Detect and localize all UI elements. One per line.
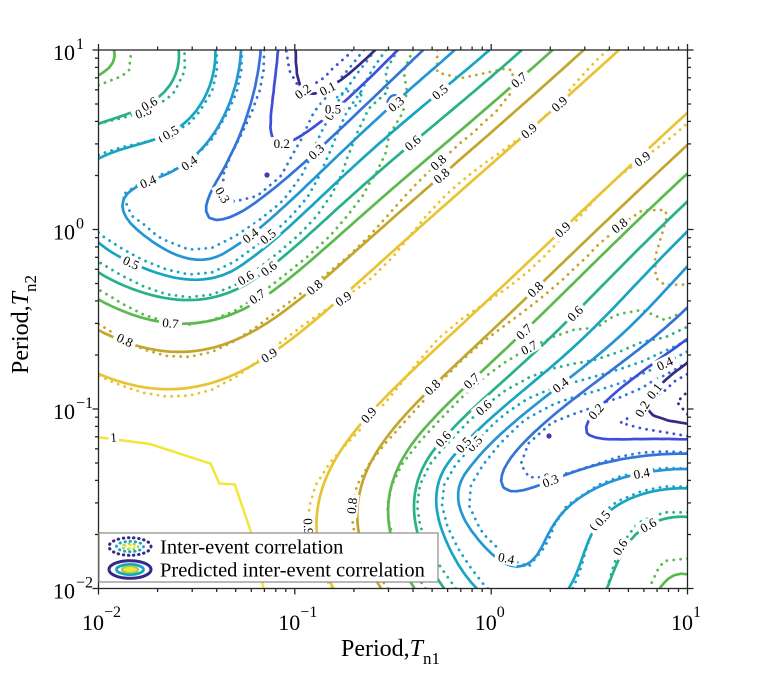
- svg-text:0.7: 0.7: [162, 315, 180, 331]
- svg-text:Predicted inter-event correlat: Predicted inter-event correlation: [160, 560, 425, 582]
- svg-text:0.5: 0.5: [325, 102, 341, 117]
- svg-text:0.7: 0.7: [518, 337, 540, 358]
- svg-text:−2: −2: [76, 575, 93, 592]
- svg-text:0.6: 0.6: [235, 267, 257, 289]
- svg-text:10: 10: [53, 399, 75, 424]
- svg-text:10: 10: [53, 579, 75, 604]
- svg-text:1: 1: [76, 36, 84, 53]
- svg-text:0.9: 0.9: [301, 518, 317, 535]
- svg-text:10: 10: [53, 220, 75, 245]
- svg-text:0.6: 0.6: [637, 514, 659, 535]
- svg-text:0.2: 0.2: [274, 136, 290, 151]
- svg-text:1: 1: [110, 430, 118, 445]
- svg-text:0.4: 0.4: [632, 464, 651, 482]
- svg-text:0.1: 0.1: [317, 78, 338, 99]
- svg-text:−1: −1: [76, 395, 93, 412]
- svg-text:Inter-event correlation: Inter-event correlation: [160, 537, 343, 559]
- svg-text:0.8: 0.8: [344, 497, 361, 515]
- svg-text:0.5: 0.5: [160, 122, 181, 143]
- svg-text:0.3: 0.3: [212, 184, 233, 206]
- svg-text:0.5: 0.5: [121, 252, 142, 272]
- svg-text:0.4: 0.4: [497, 549, 516, 567]
- svg-text:0.8: 0.8: [114, 330, 135, 351]
- svg-text:0.4: 0.4: [654, 353, 676, 374]
- svg-text:0.4: 0.4: [138, 171, 159, 191]
- svg-text:10−1: 10−1: [278, 604, 317, 635]
- svg-text:10: 10: [53, 40, 75, 65]
- svg-text:0.6: 0.6: [138, 93, 160, 114]
- svg-text:0.9: 0.9: [258, 344, 280, 365]
- svg-text:0.2: 0.2: [632, 398, 653, 420]
- svg-text:0.3: 0.3: [540, 471, 561, 491]
- svg-text:0: 0: [76, 216, 84, 233]
